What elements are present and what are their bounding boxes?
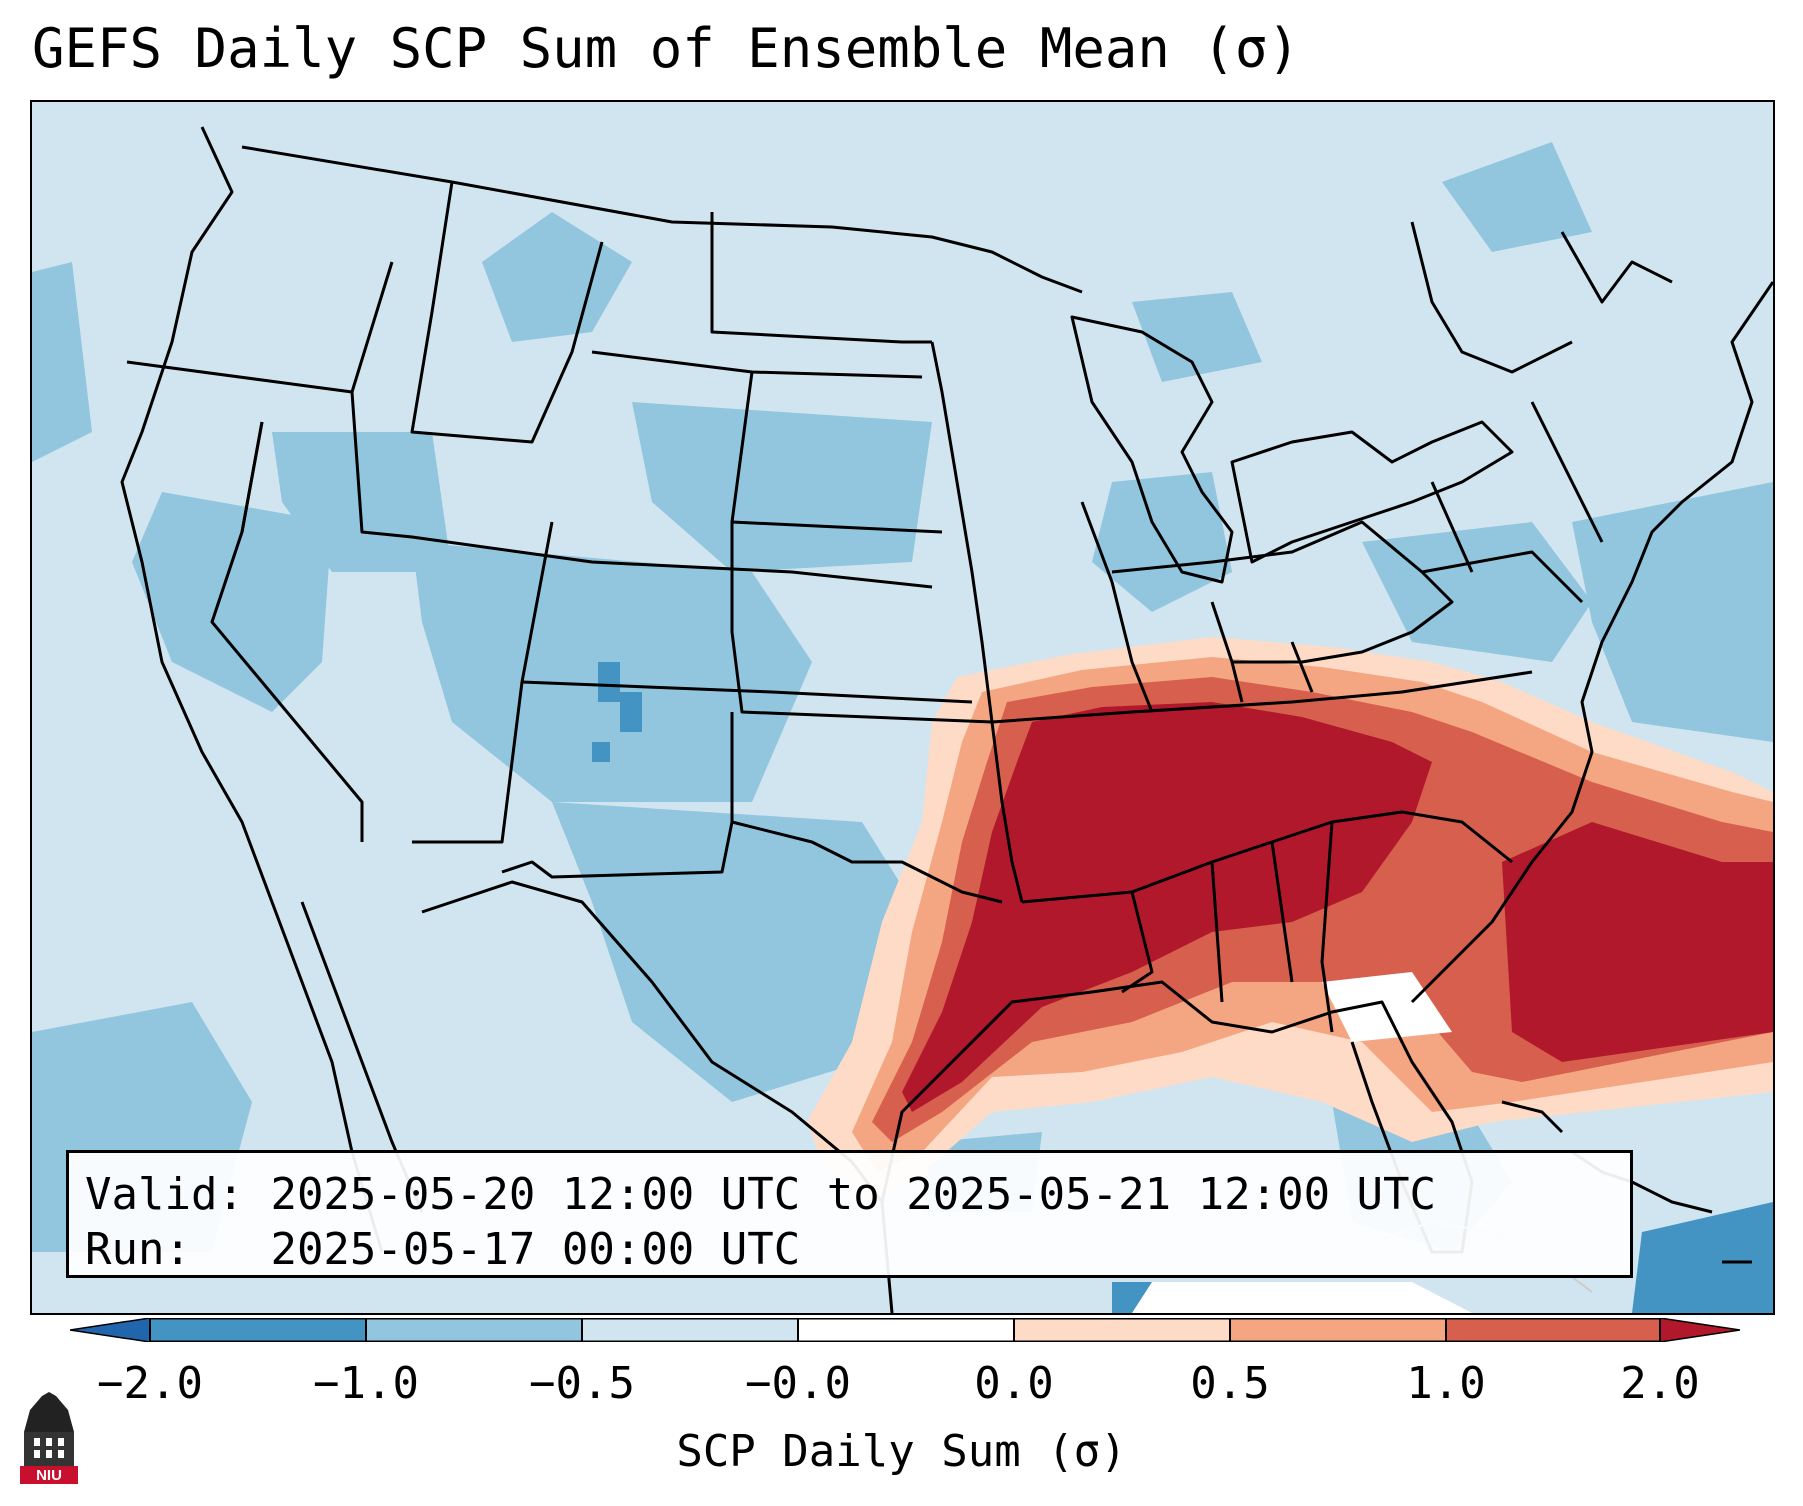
chart-title: GEFS Daily SCP Sum of Ensemble Mean (σ) xyxy=(32,17,1300,80)
niu-logo: NIU xyxy=(20,1392,78,1484)
valid-label: Valid: xyxy=(85,1169,244,1220)
colorbar-tick-label: −0.5 xyxy=(529,1358,635,1409)
map-panel xyxy=(30,100,1775,1315)
colorbar-bin-3 xyxy=(582,1318,798,1342)
colorbar-tick-labels: −2.0 −1.0 −0.5 −0.0 0.0 0.5 1.0 2.0 xyxy=(0,1362,1803,1422)
field-very-high-atlantic xyxy=(1502,822,1773,1062)
colorbar-tick-label: 2.0 xyxy=(1620,1358,1700,1409)
colorbar-bin-6 xyxy=(1230,1318,1446,1342)
colorbar-tick-label: −2.0 xyxy=(97,1358,203,1409)
colorbar-title: SCP Daily Sum (σ) xyxy=(676,1426,1127,1477)
colorbar-extend-max xyxy=(1659,1318,1740,1342)
run-time-row: Run: 2025-05-17 00:00 UTC xyxy=(85,1222,1616,1277)
field-low-areas xyxy=(32,142,1773,1252)
logo-text: NIU xyxy=(36,1467,62,1484)
valid-run-info-box: Valid: 2025-05-20 12:00 UTC to 2025-05-2… xyxy=(66,1150,1633,1278)
colorbar-tick-label: −0.0 xyxy=(745,1358,851,1409)
valid-time-row: Valid: 2025-05-20 12:00 UTC to 2025-05-2… xyxy=(85,1167,1616,1222)
colorbar-bin-7 xyxy=(1446,1318,1660,1342)
field-neutral-areas xyxy=(1132,972,1472,1313)
scp-map xyxy=(32,102,1773,1313)
run-value: 2025-05-17 00:00 UTC xyxy=(270,1224,801,1275)
colorbar-bin-5 xyxy=(1014,1318,1230,1342)
colorbar xyxy=(70,1318,1740,1342)
colorbar-tick-label: −1.0 xyxy=(313,1358,419,1409)
valid-value: 2025-05-20 12:00 UTC to 2025-05-21 12:00… xyxy=(270,1169,1437,1220)
colorbar-bin-4 xyxy=(798,1318,1014,1342)
colorbar-tick-label: 1.0 xyxy=(1406,1358,1486,1409)
colorbar-ticks xyxy=(149,1318,1661,1342)
field-very-high xyxy=(902,702,1432,1112)
colorbar-bin-1 xyxy=(150,1318,366,1342)
colorbar-tick-label: 0.5 xyxy=(1190,1358,1270,1409)
run-label: Run: xyxy=(85,1224,191,1275)
map-borders xyxy=(120,126,1773,1313)
colorbar-bin-2 xyxy=(366,1318,582,1342)
colorbar-tick-label: 0.0 xyxy=(974,1358,1054,1409)
colorbar-extend-min xyxy=(70,1318,151,1342)
